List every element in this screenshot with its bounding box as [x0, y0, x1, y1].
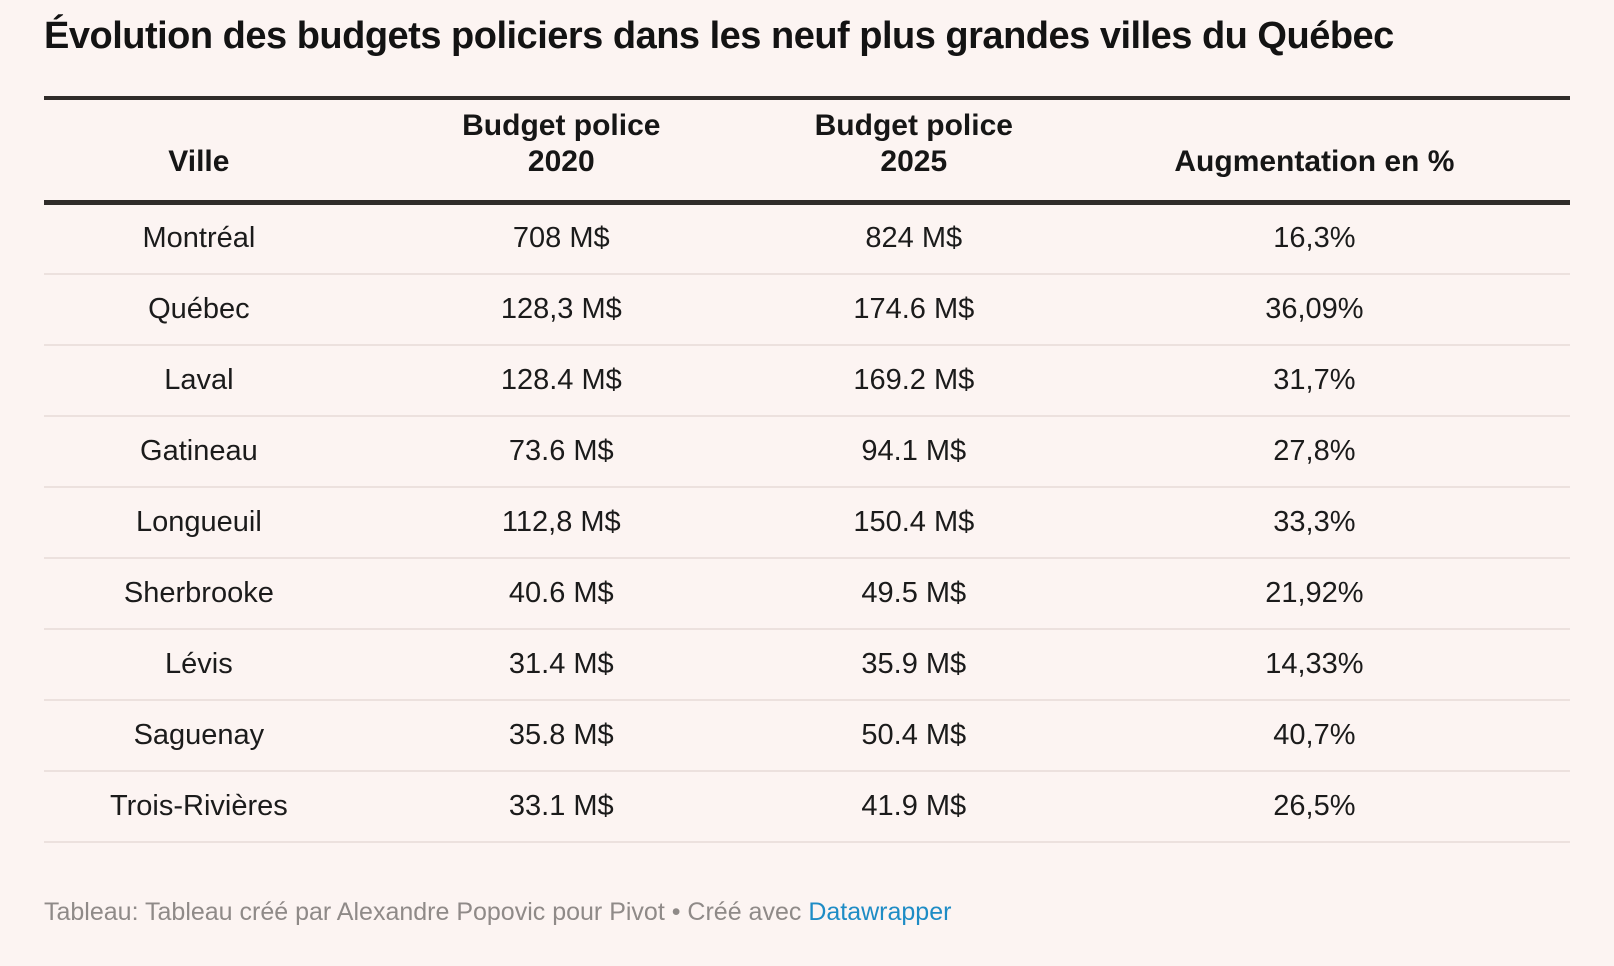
cell-budget-2020: 31.4 M$: [353, 628, 769, 701]
cell-budget-2025: 94.1 M$: [768, 415, 1059, 488]
table-row: Sherbrooke 40.6 M$ 49.5 M$ 21,92%: [44, 557, 1570, 630]
datawrapper-link[interactable]: Datawrapper: [808, 897, 952, 926]
cell-city: Trois-Rivières: [44, 770, 354, 843]
table-row: Lévis 31.4 M$ 35.9 M$ 14,33%: [44, 628, 1570, 701]
cell-budget-2020: 708 M$: [353, 202, 769, 275]
budget-table: Ville Budget police 2020 Budget police 2…: [44, 96, 1570, 843]
cell-city: Laval: [44, 344, 354, 417]
cell-budget-2020: 128.4 M$: [353, 344, 769, 417]
table-row: Trois-Rivières 33.1 M$ 41.9 M$ 26,5%: [44, 770, 1570, 843]
cell-budget-2020: 112,8 M$: [353, 486, 769, 559]
cell-augmentation: 40,7%: [1058, 699, 1570, 772]
column-header-ville: Ville: [44, 98, 354, 205]
cell-budget-2025: 824 M$: [768, 202, 1059, 275]
table-footer: Tableau: Tableau créé par Alexandre Popo…: [44, 897, 1570, 927]
column-header-label-line1: Budget police: [462, 109, 661, 142]
table-row: Montréal 708 M$ 824 M$ 16,3%: [44, 202, 1570, 275]
table-body: Montréal 708 M$ 824 M$ 16,3% Québec 128,…: [44, 202, 1570, 843]
table-header: Ville Budget police 2020 Budget police 2…: [44, 98, 1570, 205]
column-header-label-line2: 2025: [880, 145, 948, 178]
footer-attribution-text: Tableau: Tableau créé par Alexandre Popo…: [44, 897, 809, 926]
page-title: Évolution des budgets policiers dans les…: [44, 15, 1394, 57]
cell-budget-2020: 128,3 M$: [353, 273, 769, 346]
cell-augmentation: 16,3%: [1058, 202, 1570, 275]
column-header-label-line2: 2020: [527, 145, 595, 178]
column-header-budget-2025: Budget police 2025: [768, 98, 1059, 205]
cell-city: Lévis: [44, 628, 354, 701]
cell-budget-2025: 174.6 M$: [768, 273, 1059, 346]
cell-city: Saguenay: [44, 699, 354, 772]
cell-budget-2025: 169.2 M$: [768, 344, 1059, 417]
header-row: Ville Budget police 2020 Budget police 2…: [44, 98, 1570, 205]
cell-budget-2020: 33.1 M$: [353, 770, 769, 843]
cell-budget-2025: 50.4 M$: [768, 699, 1059, 772]
cell-budget-2020: 40.6 M$: [353, 557, 769, 630]
cell-augmentation: 21,92%: [1058, 557, 1570, 630]
cell-augmentation: 36,09%: [1058, 273, 1570, 346]
cell-budget-2020: 73.6 M$: [353, 415, 769, 488]
cell-city: Longueuil: [44, 486, 354, 559]
cell-city: Québec: [44, 273, 354, 346]
cell-city: Sherbrooke: [44, 557, 354, 630]
cell-budget-2025: 49.5 M$: [768, 557, 1059, 630]
table-row: Laval 128.4 M$ 169.2 M$ 31,7%: [44, 344, 1570, 417]
table-row: Gatineau 73.6 M$ 94.1 M$ 27,8%: [44, 415, 1570, 488]
column-header-label-line1: Budget police: [814, 109, 1013, 142]
column-header-augmentation: Augmentation en %: [1058, 98, 1570, 205]
cell-augmentation: 33,3%: [1058, 486, 1570, 559]
cell-budget-2025: 35.9 M$: [768, 628, 1059, 701]
cell-budget-2025: 150.4 M$: [768, 486, 1059, 559]
column-header-budget-2020: Budget police 2020: [353, 98, 769, 205]
cell-budget-2020: 35.8 M$: [353, 699, 769, 772]
cell-budget-2025: 41.9 M$: [768, 770, 1059, 843]
table-row: Saguenay 35.8 M$ 50.4 M$ 40,7%: [44, 699, 1570, 772]
cell-augmentation: 31,7%: [1058, 344, 1570, 417]
cell-city: Gatineau: [44, 415, 354, 488]
column-header-label: Augmentation en %: [1174, 145, 1455, 178]
cell-augmentation: 26,5%: [1058, 770, 1570, 843]
table-row: Longueuil 112,8 M$ 150.4 M$ 33,3%: [44, 486, 1570, 559]
column-header-label: Ville: [168, 145, 230, 178]
cell-augmentation: 14,33%: [1058, 628, 1570, 701]
cell-augmentation: 27,8%: [1058, 415, 1570, 488]
table-row: Québec 128,3 M$ 174.6 M$ 36,09%: [44, 273, 1570, 346]
cell-city: Montréal: [44, 202, 354, 275]
